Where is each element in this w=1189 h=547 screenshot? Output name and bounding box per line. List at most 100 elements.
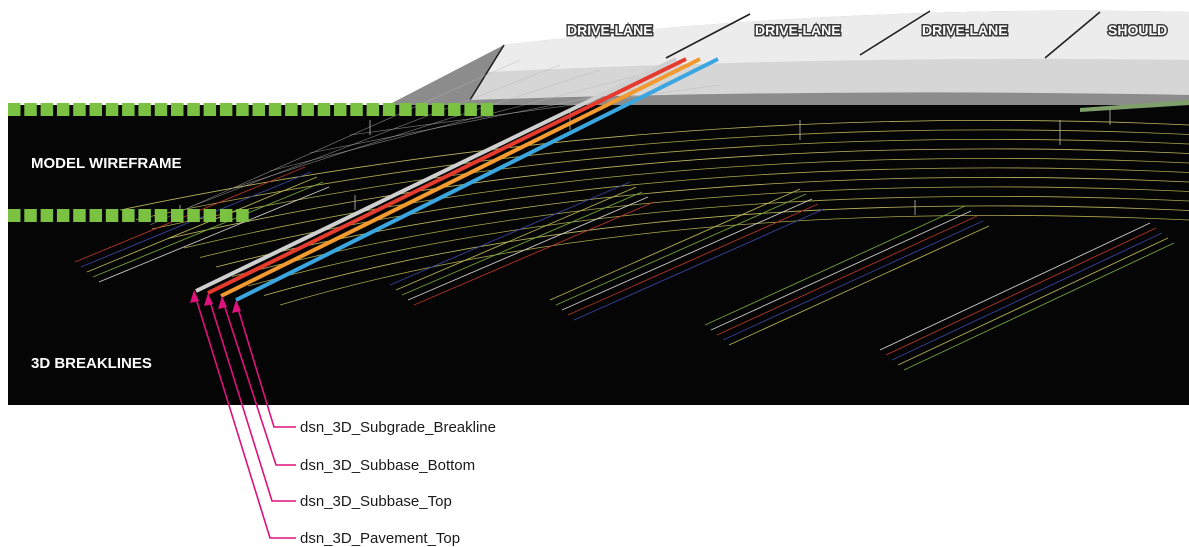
marker-block [171,209,184,222]
marker-block [219,103,233,116]
arrowhead-subgrade [232,300,241,313]
model-wireframe-label: MODEL WIREFRAME [31,155,182,172]
breakline-trace [555,193,807,306]
wireframe-line [183,157,1189,249]
marker-block [138,103,151,116]
breakline-trace [903,242,1175,371]
marker-block [366,103,380,116]
breakline-trace [401,191,643,296]
lane-label-3: DRIVE-LANE [922,22,1008,38]
breakline-trace [728,225,990,346]
callout-arrowheads [190,290,241,313]
breakline-trace [567,203,819,316]
highlighted-breaklines [195,57,719,302]
marker-block [301,103,314,116]
marker-block [154,103,168,116]
breakline-trace [86,176,318,273]
wireframe-line [119,119,1189,211]
callout-pavement-top-label: dsn_3D_Pavement_Top [300,530,460,547]
marker-block [40,209,54,222]
marker-block [24,103,37,116]
breakline-trace [407,196,649,301]
breakline-trace [98,186,330,283]
marker-block [89,209,102,222]
callout-leaders [193,291,296,539]
marker-block [415,103,428,116]
wireframe-edge [189,64,561,208]
breakline-trace [92,181,324,278]
marker-block [122,209,135,222]
breakline-trace [897,237,1169,366]
wireframe-edge [149,59,521,226]
breakline-trace [395,186,637,291]
arrowhead-subbase-top [204,293,213,306]
wireframe-edge [229,69,601,190]
marker-block [350,103,363,116]
wireframe-marker-bottom [8,209,249,222]
marker-block [56,103,70,116]
marker-block [73,209,86,222]
wireframe-line [263,205,1189,296]
leader-subbase-top [207,294,296,502]
marker-block [317,103,331,116]
lane-dividers [469,10,1101,101]
marker-block [56,209,70,222]
wireframe-edge [349,84,721,136]
subbase-bottom-line [220,57,701,298]
marker-block [480,103,494,116]
callout-subbase-bottom-label: dsn_3D_Subbase_Bottom [300,457,475,474]
breakline-trace [891,232,1163,361]
breakline-trace [879,222,1151,351]
marker-block [334,103,347,116]
marker-block [203,103,217,116]
marker-block [105,209,119,222]
breakline-trace [549,188,801,301]
breaklines-label: 3D BREAKLINES [31,355,152,372]
breakline-trace [885,227,1157,356]
marker-block [89,103,102,116]
marker-block [448,103,461,116]
leader-subgrade [235,301,296,428]
subgrade-line [235,57,719,302]
marker-block [40,103,54,116]
marker-block [73,103,86,116]
callout-subgrade-label: dsn_3D_Subgrade_Breakline [300,419,496,436]
marker-block [399,103,412,116]
marker-block [187,209,200,222]
marker-block [203,209,217,222]
marker-block [187,103,200,116]
wireframe-marker-top [8,103,494,116]
breakline-trace [716,215,978,336]
marker-block [8,103,21,116]
wireframe-line [199,167,1189,258]
marker-block [24,209,37,222]
lane-label-1: DRIVE-LANE [567,22,653,38]
breakline-trace [704,205,966,326]
marker-block [236,209,249,222]
callout-labels: dsn_3D_Subgrade_Breakline dsn_3D_Subbase… [300,419,496,547]
arrowhead-pavement-top [190,290,199,303]
arrowhead-subbase-bottom [218,296,227,309]
wireframe-line [135,129,1189,220]
marker-block [252,103,265,116]
lane-label-2: DRIVE-LANE [755,22,841,38]
leader-pavement-top [193,291,296,539]
callout-subbase-top-label: dsn_3D_Subbase_Top [300,493,452,510]
breakline-trace [561,198,813,311]
breakline-trace [413,201,655,306]
wireframe-line [167,148,1189,239]
wireframe-line [279,214,1189,306]
wireframe-lines [119,59,1189,306]
breakline-trace [389,181,631,286]
lane-label-4: SHOULD [1108,22,1167,38]
breakline-trace [573,208,825,321]
wireframe-edge [269,74,641,172]
marker-block [219,209,233,222]
marker-block [268,103,282,116]
marker-block [464,103,477,116]
marker-block [285,103,298,116]
wireframe-line [247,195,1189,287]
marker-block [138,209,151,222]
marker-block [105,103,119,116]
